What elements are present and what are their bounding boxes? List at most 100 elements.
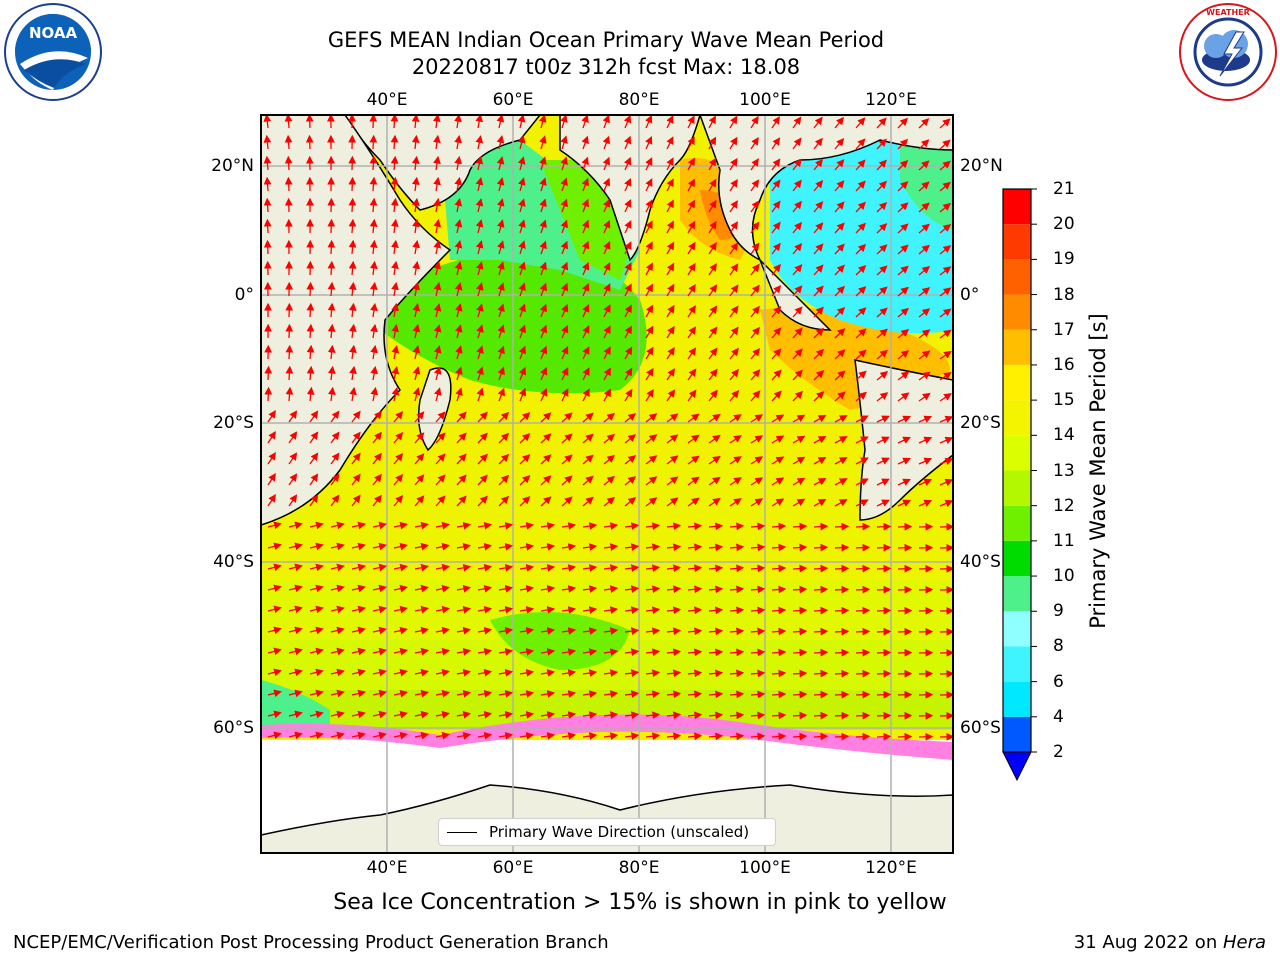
wave-direction-arrow <box>414 542 429 551</box>
wave-direction-arrow <box>477 605 493 614</box>
wave-direction-arrow <box>897 457 911 465</box>
wave-direction-arrow <box>517 115 526 129</box>
wave-direction-arrow <box>435 495 446 507</box>
wave-direction-arrow <box>496 198 505 213</box>
wave-direction-arrow <box>330 689 345 698</box>
wave-direction-arrow <box>267 668 282 677</box>
wave-direction-arrow <box>813 522 829 531</box>
wave-direction-arrow <box>645 564 661 573</box>
wave-direction-arrow <box>477 689 493 698</box>
legend-label: Primary Wave Direction (unscaled) <box>489 823 750 841</box>
wave-direction-arrow <box>876 349 888 360</box>
wave-direction-arrow <box>498 690 514 698</box>
wave-direction-arrow <box>476 345 484 360</box>
wave-direction-arrow <box>855 627 871 636</box>
wave-direction-arrow <box>645 178 653 192</box>
wave-direction-arrow <box>454 134 462 150</box>
wave-direction-arrow <box>391 239 399 255</box>
wave-direction-arrow <box>498 669 514 677</box>
wave-direction-arrow <box>645 413 658 423</box>
wave-direction-arrow <box>624 199 632 213</box>
wave-direction-arrow <box>372 605 387 614</box>
wave-direction-arrow <box>897 181 909 192</box>
wave-direction-arrow <box>434 387 442 402</box>
wave-direction-arrow <box>645 522 661 531</box>
wave-direction-arrow <box>603 412 616 423</box>
wave-direction-arrow <box>561 543 577 551</box>
wave-direction-arrow <box>540 388 548 402</box>
wave-direction-arrow <box>475 135 484 150</box>
wave-direction-arrow <box>582 564 598 572</box>
wave-direction-arrow <box>330 710 345 719</box>
wave-direction-arrow <box>771 564 787 573</box>
wave-direction-arrow <box>581 198 590 213</box>
wave-direction-arrow <box>666 648 682 657</box>
wave-direction-arrow <box>497 345 505 360</box>
wave-direction-arrow <box>330 431 340 444</box>
wave-direction-arrow <box>561 475 573 486</box>
wave-direction-arrow <box>435 453 446 465</box>
wave-direction-arrow <box>540 690 556 698</box>
wave-direction-arrow <box>330 731 345 740</box>
wave-direction-arrow <box>855 648 871 657</box>
wave-direction-arrow <box>645 627 661 636</box>
wave-direction-arrow <box>897 202 909 213</box>
wave-direction-arrow <box>540 454 552 465</box>
wave-direction-arrow <box>497 324 505 339</box>
wave-direction-arrow <box>729 498 742 507</box>
wave-direction-arrow <box>918 181 930 192</box>
wave-direction-arrow <box>309 710 324 719</box>
wave-direction-arrow <box>288 452 298 465</box>
wave-direction-arrow <box>897 732 913 741</box>
wave-direction-arrow <box>581 156 589 171</box>
wave-direction-arrow <box>284 155 293 171</box>
wave-direction-arrow <box>939 160 951 171</box>
wave-direction-arrow <box>561 585 577 593</box>
wave-direction-arrow <box>624 711 640 720</box>
wave-direction-arrow <box>750 606 766 615</box>
wave-direction-arrow <box>855 436 869 444</box>
wave-direction-arrow <box>327 260 336 276</box>
wave-direction-arrow <box>411 155 420 171</box>
wave-direction-arrow <box>645 136 653 150</box>
wave-direction-arrow <box>498 648 514 656</box>
wave-direction-arrow <box>897 159 909 171</box>
wave-direction-arrow <box>393 410 404 423</box>
wave-direction-arrow <box>918 499 933 507</box>
wave-direction-arrow <box>306 302 315 318</box>
wave-direction-arrow <box>687 389 697 402</box>
wave-direction-arrow <box>603 711 619 719</box>
wave-direction-arrow <box>432 115 441 129</box>
wave-direction-arrow <box>708 136 717 150</box>
wave-direction-arrow <box>284 176 293 192</box>
wave-direction-arrow <box>834 116 845 129</box>
wave-direction-arrow <box>645 220 653 234</box>
wave-direction-arrow <box>309 431 319 444</box>
wave-direction-arrow <box>369 260 378 276</box>
wave-direction-arrow <box>876 648 892 657</box>
wave-direction-arrow <box>351 431 361 444</box>
wave-direction-arrow <box>309 410 319 423</box>
wave-direction-arrow <box>475 115 484 129</box>
wave-direction-arrow <box>792 711 808 720</box>
wave-direction-arrow <box>645 732 661 741</box>
wave-direction-arrow <box>306 281 315 297</box>
wave-direction-arrow <box>939 415 953 424</box>
wave-direction-arrow <box>939 308 952 318</box>
wave-direction-arrow <box>560 219 568 234</box>
wave-direction-arrow <box>414 731 429 740</box>
wave-direction-arrow <box>939 393 952 402</box>
wave-direction-arrow <box>390 218 399 234</box>
wave-direction-arrow <box>288 731 303 740</box>
wave-direction-arrow <box>267 647 282 656</box>
wave-direction-arrow <box>813 243 824 255</box>
wave-direction-arrow <box>288 647 303 656</box>
wave-direction-arrow <box>813 606 829 615</box>
wave-direction-arrow <box>708 178 717 192</box>
wave-direction-arrow <box>750 543 766 552</box>
wave-direction-arrow <box>390 197 399 213</box>
wave-direction-arrow <box>624 690 640 699</box>
wave-direction-arrow <box>456 584 472 593</box>
wave-direction-arrow <box>855 391 867 402</box>
wave-direction-arrow <box>708 732 724 741</box>
